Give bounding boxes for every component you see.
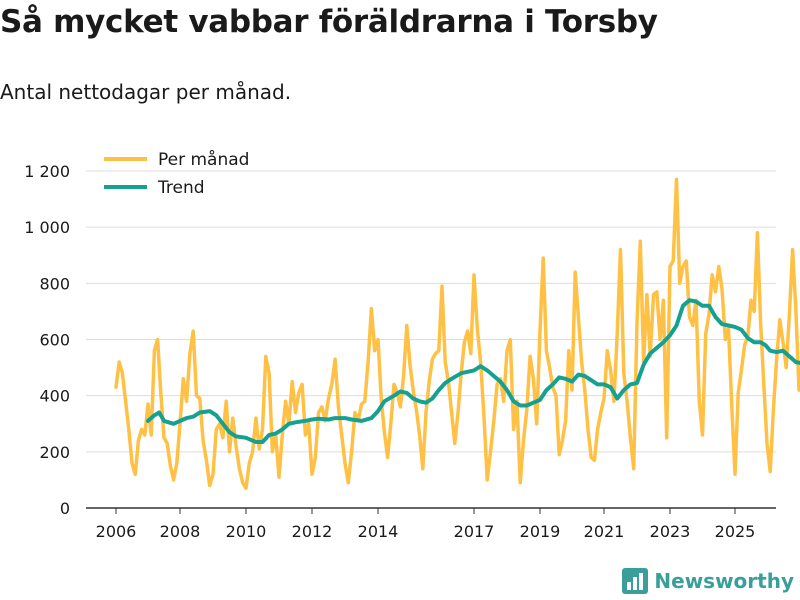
y-tick-label: 1 200 xyxy=(24,162,70,181)
legend-label-monthly: Per månad xyxy=(158,149,249,170)
y-tick-label: 800 xyxy=(39,274,70,293)
legend: Per månad Trend xyxy=(104,149,249,198)
x-tick-label: 2021 xyxy=(584,522,625,541)
x-tick-label: 2014 xyxy=(358,522,399,541)
x-tick-label: 2008 xyxy=(160,522,201,541)
x-tick-label: 2017 xyxy=(454,522,495,541)
y-tick-label: 200 xyxy=(39,443,70,462)
x-tick-label: 2025 xyxy=(715,522,756,541)
y-tick-label: 400 xyxy=(39,387,70,406)
x-tick-label: 2023 xyxy=(650,522,691,541)
x-axis-ticks: 2006 2008 2010 2012 2014 2017 2019 2021 2023 2025 xyxy=(96,508,756,541)
chart-title: Så mycket vabbar föräldrarna i Torsby xyxy=(0,4,658,40)
brand-name: Newsworthy xyxy=(654,569,794,593)
x-tick-label: 2010 xyxy=(226,522,267,541)
legend-label-trend: Trend xyxy=(157,178,205,198)
y-tick-label: 600 xyxy=(39,331,70,350)
x-tick-label: 2019 xyxy=(520,522,561,541)
y-tick-label: 1 000 xyxy=(24,218,70,237)
x-tick-label: 2012 xyxy=(292,522,333,541)
brand-logo[interactable]: Newsworthy xyxy=(622,568,794,594)
series-line-trend xyxy=(146,298,800,444)
x-tick-label: 2006 xyxy=(96,522,137,541)
chart-subtitle: Antal nettodagar per månad. xyxy=(0,80,292,104)
y-tick-label: 0 xyxy=(60,499,70,518)
y-axis-ticks: 0 200 400 600 800 1 000 1 200 xyxy=(24,162,70,518)
series-lines xyxy=(114,177,800,491)
newsworthy-logo-icon xyxy=(622,568,649,594)
grid-lines xyxy=(86,170,776,509)
series-line-monthly xyxy=(114,177,800,491)
